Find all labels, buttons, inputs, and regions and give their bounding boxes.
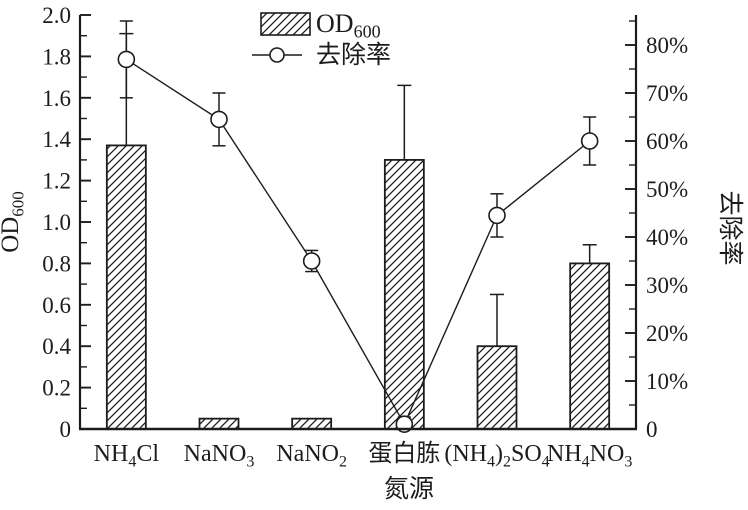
legend-circle-marker (269, 47, 285, 63)
data-point-5 (580, 132, 599, 150)
left-tick-label: 0.2 (42, 376, 71, 401)
left-tick-label: 0.8 (42, 251, 71, 276)
right-tick-label: 60% (646, 129, 688, 154)
legend-label-removal-rate: 去除率 (316, 41, 391, 69)
axis-titles: 氮源 去除率 OD600 (0, 190, 744, 503)
bar-4 (476, 345, 518, 430)
right-axis-title: 去除率 (716, 190, 744, 265)
right-tick-label: 40% (646, 225, 688, 250)
right-tick-label: 0 (646, 417, 658, 442)
left-tick-label: 0.6 (42, 293, 71, 318)
x-tick-label-1: NaNO3 (184, 441, 255, 470)
data-point-4 (488, 206, 506, 225)
x-tick-label-0: NH4Cl (94, 441, 160, 470)
bar-0 (105, 144, 147, 430)
left-tick-label: 1.8 (42, 44, 71, 69)
removal-rate-line (125, 58, 591, 426)
x-tick-label-5: NH4NO3 (547, 441, 632, 470)
left-tick-label: 1.6 (42, 86, 71, 111)
legend-label-od600: OD600 (316, 9, 381, 42)
ticks-layer (80, 14, 636, 430)
right-tick-label: 70% (646, 81, 688, 106)
data-point-1 (210, 110, 228, 129)
bar-1 (198, 417, 240, 430)
left-tick-label: 1.0 (42, 210, 71, 235)
bar-2 (291, 417, 333, 430)
line-layer (125, 58, 591, 426)
right-tick-label: 50% (646, 177, 688, 202)
right-tick-label: 10% (646, 369, 688, 394)
bar-errorbars (119, 32, 597, 347)
x-tick-label-2: NaNO2 (276, 441, 347, 470)
left-axis-title: OD600 (0, 191, 28, 253)
axes-layer (78, 15, 638, 431)
x-tick-label-4: (NH4)2SO4 (444, 441, 549, 470)
bar-3 (383, 158, 425, 430)
tick-labels-layer: 0 0.2 0.4 0.6 0.8 1.0 1.2 1.4 1.6 1.8 2.0 0 10% 20% 30… (42, 3, 688, 470)
line-markers (117, 50, 599, 434)
x-tick-label-3: 蛋白胨 (368, 440, 440, 467)
legend-bar-swatch (260, 12, 311, 36)
left-tick-label: 0 (60, 417, 72, 442)
data-point-0 (117, 50, 136, 69)
right-tick-label: 20% (646, 321, 688, 346)
left-tick-label: 1.2 (42, 169, 71, 194)
bar-5 (569, 262, 611, 430)
left-tick-label: 0.4 (42, 334, 71, 359)
left-tick-label: 1.4 (42, 127, 71, 152)
data-point-2 (302, 252, 321, 270)
right-tick-label: 30% (646, 273, 688, 298)
x-axis-title: 氮源 (384, 475, 434, 503)
point-errorbars (119, 20, 597, 430)
bars-layer (105, 144, 611, 430)
left-tick-label: 2.0 (42, 3, 71, 28)
right-tick-label: 80% (646, 33, 688, 58)
